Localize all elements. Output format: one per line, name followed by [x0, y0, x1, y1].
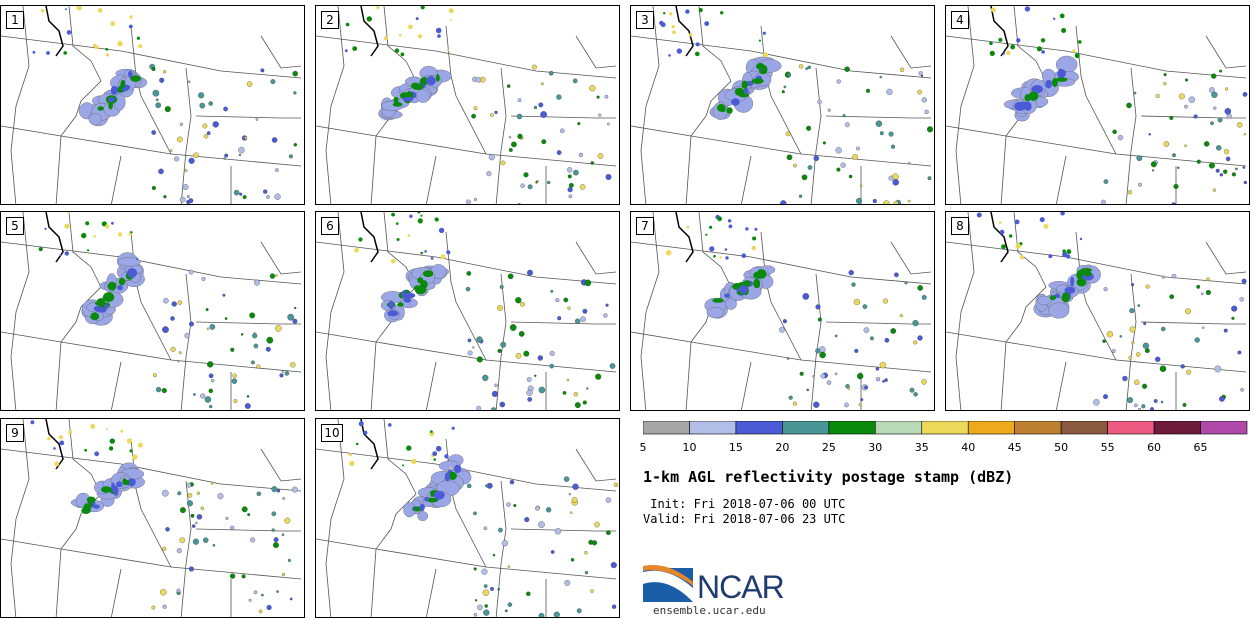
ncar-logo-text: NCAR	[697, 569, 785, 605]
colorbar-segment	[689, 421, 737, 435]
panel-number: 8	[951, 217, 969, 235]
member-panel: 2	[315, 5, 620, 205]
reflectivity-map	[1, 212, 302, 410]
panel-number: 2	[321, 11, 339, 29]
member-panel: 8	[945, 211, 1250, 411]
member-panel: 7	[630, 211, 935, 411]
site-url: ensemble.ucar.edu	[653, 604, 766, 617]
member-panel: 4	[945, 5, 1250, 205]
panel-number: 4	[951, 11, 969, 29]
colorbar-segment	[1107, 421, 1155, 435]
colorbar-tick-label: 5	[639, 441, 647, 454]
colorbar-segment	[875, 421, 923, 435]
member-panel: 1	[0, 5, 305, 205]
init-time: Init: Fri 2018-07-06 00 UTC	[643, 497, 846, 511]
ncar-logo-icon	[643, 565, 693, 602]
panel-number: 6	[321, 217, 339, 235]
colorbar-segment	[1200, 421, 1248, 435]
panel-number: 1	[6, 11, 24, 29]
reflectivity-map	[946, 212, 1247, 410]
panel-number: 9	[6, 424, 24, 442]
reflectivity-map	[946, 6, 1248, 204]
colorbar-segment	[921, 421, 969, 435]
member-panel: 10	[315, 418, 620, 618]
colorbar-tick-label: 20	[775, 441, 790, 454]
colorbar-tick-label: 15	[728, 441, 743, 454]
reflectivity-colorbar	[643, 421, 1248, 435]
colorbar-segment	[643, 421, 690, 435]
colorbar-tick-label: 25	[821, 441, 836, 454]
member-panel: 9	[0, 418, 305, 618]
figure-title: 1-km AGL reflectivity postage stamp (dBZ…	[643, 468, 1014, 486]
colorbar-segment	[735, 421, 783, 435]
colorbar-tick-label: 55	[1100, 441, 1115, 454]
panel-number: 7	[636, 217, 654, 235]
reflectivity-map	[316, 419, 619, 617]
member-panel: 6	[315, 211, 620, 411]
colorbar-segment	[967, 421, 1015, 435]
colorbar-tick-label: 45	[1007, 441, 1022, 454]
colorbar-segment	[782, 421, 830, 435]
colorbar-tick-label: 30	[868, 441, 883, 454]
colorbar-segment	[1014, 421, 1062, 435]
member-panel: 5	[0, 211, 305, 411]
colorbar-tick-label: 40	[961, 441, 976, 454]
panel-number: 10	[321, 424, 343, 442]
colorbar-tick-label: 60	[1147, 441, 1162, 454]
reflectivity-map	[1, 419, 302, 617]
colorbar-segment	[1153, 421, 1201, 435]
colorbar-segment	[1060, 421, 1108, 435]
reflectivity-map	[316, 6, 617, 204]
valid-time: Valid: Fri 2018-07-06 23 UTC	[643, 512, 846, 526]
reflectivity-map	[631, 6, 934, 204]
colorbar-tick-label: 50	[1054, 441, 1069, 454]
colorbar-segment	[828, 421, 876, 435]
colorbar-tick-label: 35	[914, 441, 929, 454]
reflectivity-map	[1, 6, 302, 204]
colorbar-tick-label: 10	[682, 441, 697, 454]
panel-number: 3	[636, 11, 654, 29]
reflectivity-map	[631, 212, 932, 410]
colorbar-tick-label: 65	[1193, 441, 1208, 454]
reflectivity-map	[316, 212, 617, 410]
member-panel: 3	[630, 5, 935, 205]
panel-number: 5	[6, 217, 24, 235]
